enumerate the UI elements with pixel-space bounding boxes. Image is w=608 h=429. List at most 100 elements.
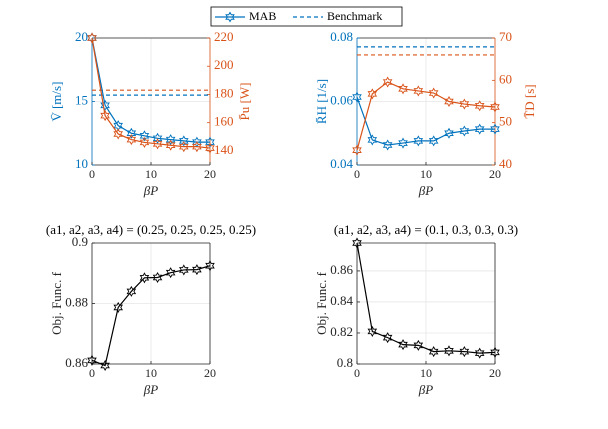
data-point <box>152 132 163 144</box>
data-point <box>428 346 439 358</box>
series-line <box>91 37 210 143</box>
y-tick-label: 0.82 <box>330 324 353 339</box>
data-point <box>382 332 393 344</box>
y-tick-label: 0.88 <box>65 294 88 309</box>
subplot-title: (a1, a2, a3, a4) = (0.1, 0.3, 0.3, 0.3) <box>334 222 518 237</box>
x-axis-label: βP <box>143 183 158 198</box>
y-tick-label: 0.08 <box>330 29 353 44</box>
subplot-title: (a1, a2, a3, a4) = (0.25, 0.25, 0.25, 0.… <box>46 222 256 237</box>
series-line <box>356 242 496 354</box>
data-point <box>179 141 189 153</box>
data-point <box>490 101 500 113</box>
data-point <box>192 264 202 276</box>
y2-axis-label: T̄D [s] <box>522 84 537 118</box>
x-tick-label: 0 <box>89 167 95 181</box>
data-point <box>444 95 454 108</box>
data-point <box>398 339 408 351</box>
data-point <box>474 123 485 135</box>
y2-tick-label: 160 <box>214 114 234 129</box>
y-axis-label: V̄ [m/s] <box>49 82 64 122</box>
data-point <box>165 139 176 151</box>
data-point <box>152 138 163 150</box>
data-point <box>100 99 110 111</box>
data-point <box>413 339 424 351</box>
data-point <box>428 87 439 99</box>
data-point <box>428 135 439 147</box>
legend: MAB Benchmark <box>210 6 403 27</box>
data-point <box>126 127 137 139</box>
subplot: 0 10 20 0.04 0.06 0.08 40 50 60 70 βP R̄H [1/s] T̄D … <box>314 29 537 198</box>
y-tick-label: 0.9 <box>72 234 88 249</box>
data-point <box>152 271 163 284</box>
x-tick-label: 0 <box>354 167 360 181</box>
y-tick-label: 0.04 <box>330 156 353 171</box>
legend-box <box>210 6 403 27</box>
y-tick-label: 15 <box>75 92 88 107</box>
subplot: 0 10 20 0.86 0.88 0.9(a1, a2, a3, a4) = (0.25… <box>46 222 256 397</box>
data-point <box>205 136 215 148</box>
data-point <box>165 134 176 146</box>
subplot: 0 10 20 0.8 0.82 0.84 0.86 (a1, a2, a3, a4) = (… <box>314 222 518 397</box>
x-tick-label: 20 <box>204 366 216 380</box>
data-point <box>367 134 378 146</box>
data-point <box>352 91 362 103</box>
x-tick-label: 20 <box>489 366 501 380</box>
series-line <box>91 37 211 149</box>
y2-tick-label: 180 <box>214 85 234 100</box>
data-point <box>490 123 500 135</box>
y2-tick-label: 50 <box>499 114 512 129</box>
x-tick-label: 20 <box>204 167 216 181</box>
y2-tick-label: 140 <box>214 142 234 157</box>
x-axis-label: βP <box>418 183 433 198</box>
data-point <box>179 264 189 276</box>
data-point <box>87 354 97 366</box>
legend-label: MAB <box>249 9 276 23</box>
data-point <box>126 285 137 297</box>
data-point <box>459 125 470 137</box>
data-point <box>459 98 470 110</box>
data-point <box>113 128 123 140</box>
data-point <box>100 110 110 122</box>
data-point <box>382 139 393 151</box>
data-point <box>179 135 189 147</box>
data-point <box>382 76 393 88</box>
x-axis-label: βP <box>143 382 158 397</box>
legend-marker <box>225 11 235 23</box>
data-point <box>413 135 424 147</box>
x-tick-label: 10 <box>145 167 157 181</box>
data-point <box>490 346 500 358</box>
data-point <box>139 130 150 142</box>
data-point <box>398 137 408 149</box>
data-point <box>100 359 110 372</box>
y-axis-label: R̄H [1/s] <box>314 79 329 124</box>
data-point <box>126 134 137 146</box>
series-line <box>91 265 211 367</box>
data-point <box>444 127 454 139</box>
y2-tick-label: 220 <box>214 29 234 44</box>
data-point <box>413 85 424 97</box>
data-point <box>205 142 215 154</box>
data-point <box>192 141 202 153</box>
y2-tick-label: 70 <box>499 29 512 44</box>
data-point <box>444 345 454 357</box>
data-point <box>352 237 362 249</box>
y-tick-label: 0.86 <box>65 355 88 370</box>
y-tick-label: 0.86 <box>330 262 353 277</box>
data-point <box>113 301 123 313</box>
x-axis-label: βP <box>418 382 433 397</box>
x-tick-label: 0 <box>354 366 360 380</box>
series-line <box>356 96 495 146</box>
data-point <box>87 32 97 44</box>
data-point <box>367 325 378 337</box>
y-tick-label: 0.84 <box>330 293 353 308</box>
y2-tick-label: 200 <box>214 57 234 72</box>
data-point <box>352 144 362 156</box>
data-point <box>165 267 176 279</box>
series-line <box>356 81 496 151</box>
data-point <box>459 346 470 358</box>
y-tick-label: 0.8 <box>337 355 353 370</box>
y2-tick-label: 40 <box>499 156 512 171</box>
x-tick-label: 10 <box>420 167 432 181</box>
